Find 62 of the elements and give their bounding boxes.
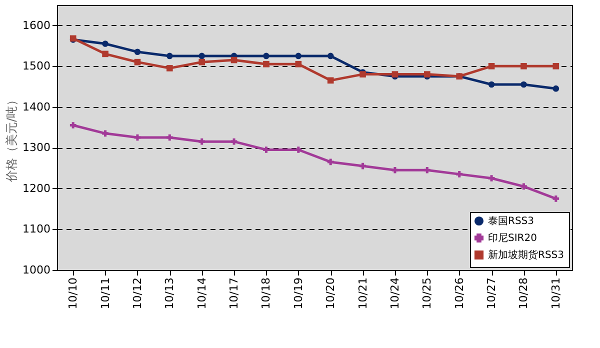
legend-label: 新加坡期货RSS3 [488,249,564,261]
y-tick-label: 1600 [22,18,50,32]
x-tick-label: 10/31 [549,278,562,310]
point [488,62,495,70]
point [134,48,141,56]
point [102,40,108,47]
point [198,138,206,145]
point [102,130,108,137]
point [134,134,141,141]
point [552,85,560,92]
y-axis-title: 价格（美元/吨） [4,94,19,184]
point [488,81,495,88]
legend-label: 印尼SIR20 [488,232,537,244]
point [166,65,173,72]
point [198,52,206,60]
point [70,122,76,128]
x-tick-label: 10/13 [163,278,176,310]
x-tick-label: 10/21 [356,278,370,310]
y-tick-label: 1000 [22,264,50,276]
x-tick-label: 10/11 [98,278,112,310]
x-tick-label: 10/28 [517,278,530,310]
x-tick-label: 10/26 [452,278,466,310]
point [392,166,398,174]
point [520,62,527,70]
x-tick-label: 10/27 [485,278,498,310]
x-tick-label: 10/10 [66,278,80,310]
y-tick-label: 1400 [22,100,50,114]
point [230,56,238,64]
point [327,77,334,84]
y-tick-label: 1300 [22,141,50,154]
x-tick-label: 10/25 [420,278,434,310]
point [295,60,302,68]
point [263,60,270,68]
point [166,52,173,60]
point [327,158,334,166]
point [456,171,463,178]
x-tick-label: 10/24 [388,278,402,310]
point [102,50,108,58]
point [552,62,560,70]
point [520,183,527,190]
point [327,52,334,60]
point [263,52,270,60]
y-tick-label: 1100 [22,222,50,236]
point [488,175,495,182]
point [134,58,141,66]
point [552,195,560,202]
y-tick-label: 1500 [22,60,50,73]
x-tick-label: 10/12 [130,278,144,310]
point [295,52,302,60]
point [198,58,206,66]
y-tick-label: 1200 [22,182,50,195]
point [230,138,238,145]
x-tick-label: 10/14 [195,278,208,310]
x-tick-label: 10/17 [228,278,241,310]
legend-label: 泰国RSS3 [488,216,534,227]
x-tick-label: 10/18 [260,278,273,310]
point [360,162,366,170]
x-tick-label: 10/20 [324,278,338,310]
point [424,166,430,174]
point [520,81,527,88]
point [166,134,173,141]
x-tick-label: 10/19 [292,278,305,310]
